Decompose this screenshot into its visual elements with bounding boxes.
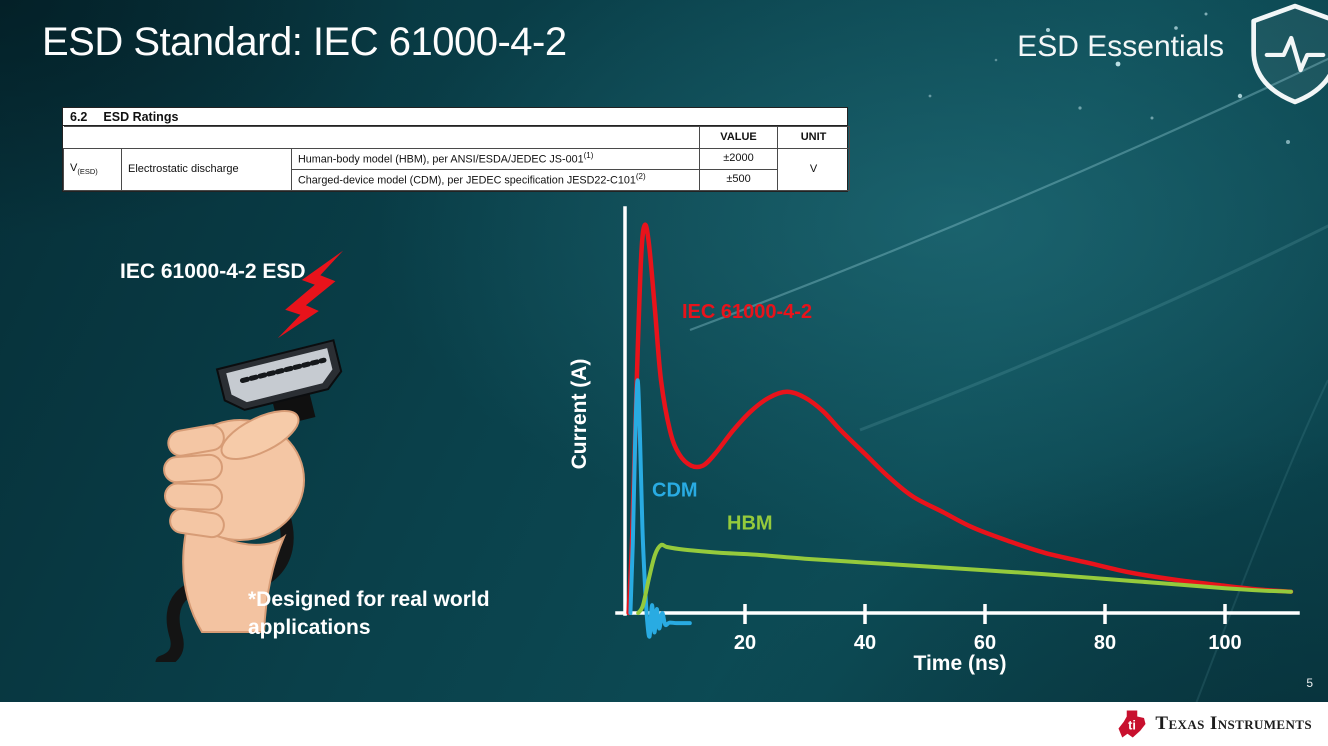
curve-label: IEC 61000-4-2	[682, 301, 812, 323]
cdm-description-cell: Charged-device model (CDM), per JEDEC sp…	[290, 169, 701, 192]
x-ticks: 20 40 60 80 100	[734, 604, 1242, 654]
table-row: Charged-device model (CDM), per JEDEC sp…	[64, 169, 850, 192]
esd-waveform-chart: 20 40 60 80 100 IEC 61000-4-2 CDM HBM Time (ns…	[568, 206, 1300, 675]
param-name-cell: Electrostatic discharge	[121, 147, 292, 192]
x-tick-label: 80	[1094, 632, 1116, 654]
ratings-table: VALUE UNIT V(ESD) Electrostatic discharg…	[63, 126, 851, 192]
series-brand: ESD Essentials	[1017, 30, 1224, 63]
x-tick-label: 40	[854, 632, 876, 654]
table-row: V(ESD) Electrostatic discharge Human-bod…	[63, 147, 851, 192]
hbm-value-cell: ±2000	[699, 147, 779, 171]
y-axis-label: Current (A)	[568, 359, 591, 470]
hand-holding-hdmi-illustration	[155, 339, 343, 662]
cdm-value-cell: ±500	[699, 169, 779, 192]
hbm-description-cell: Human-body model (HBM), per ANSI/ESDA/JE…	[290, 147, 701, 171]
iec-esd-caption: IEC 61000-4-2 ESD	[120, 260, 306, 283]
svg-text:ti: ti	[1129, 717, 1137, 732]
footer-bar: ti Texas Instruments	[0, 702, 1328, 746]
shield-outline	[1251, 3, 1328, 105]
empty-header-cell	[63, 126, 701, 149]
x-tick-label: 20	[734, 632, 756, 654]
wrist	[182, 511, 287, 633]
ti-wordmark: Texas Instruments	[1155, 713, 1312, 734]
bolt-shape	[277, 250, 344, 339]
pulse-line-icon	[1264, 35, 1326, 73]
param-symbol-cell: V(ESD)	[63, 147, 122, 192]
designed-note: *Designed for real world applications	[248, 586, 490, 641]
fingers	[163, 424, 225, 539]
thumb	[220, 410, 300, 460]
table-section-title: 6.2 ESD Ratings	[63, 108, 847, 126]
curve-cdm	[628, 378, 692, 639]
ti-bug-icon: ti	[1118, 710, 1146, 738]
esd-ratings-table: 6.2 ESD Ratings VALUE UNIT V(ESD) Electr…	[62, 107, 851, 193]
curve-hbm	[636, 542, 1293, 615]
curve-iec-61000-4-2	[626, 222, 1294, 616]
section-title: ESD Ratings	[103, 110, 179, 124]
x-axis-label: Time (ns)	[914, 652, 1007, 675]
slide-title: ESD Standard: IEC 61000-4-2	[42, 20, 567, 64]
x-tick-label: 100	[1208, 632, 1241, 654]
x-tick-label: 60	[974, 632, 996, 654]
page-number: 5	[1306, 676, 1313, 690]
curve-label: HBM	[727, 513, 773, 535]
section-number: 6.2	[70, 110, 88, 124]
lightning-bolt-icon	[277, 250, 344, 339]
ti-logo: ti Texas Instruments	[1117, 709, 1312, 739]
table-header-row: VALUE UNIT	[63, 126, 851, 149]
curve-label: CDM	[652, 480, 698, 502]
connector-pins	[239, 357, 327, 384]
unit-column-header: UNIT	[777, 126, 851, 149]
chart-series: IEC 61000-4-2 CDM HBM	[626, 222, 1294, 639]
unit-cell: V	[777, 147, 851, 192]
note-line-2: applications	[248, 615, 371, 639]
esd-shield-icon	[1251, 3, 1328, 105]
note-line-1: *Designed for real world	[248, 588, 490, 611]
value-column-header: VALUE	[699, 126, 779, 149]
